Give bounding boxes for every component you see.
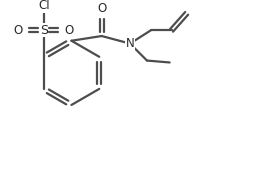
Text: O: O — [97, 2, 106, 15]
Text: O: O — [14, 24, 23, 37]
Text: N: N — [126, 37, 134, 50]
Text: O: O — [64, 24, 74, 37]
Text: S: S — [40, 24, 48, 37]
Text: Cl: Cl — [39, 0, 50, 12]
